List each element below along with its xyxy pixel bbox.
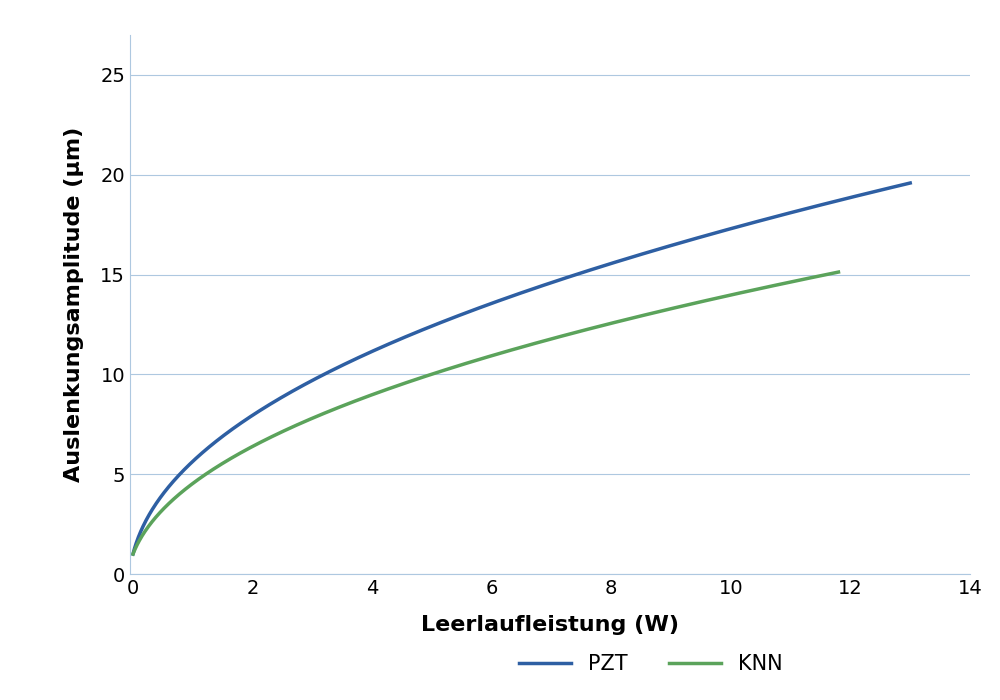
PZT [469, 305, 481, 314]
KNN [412, 374, 424, 383]
KNN [677, 302, 689, 310]
PZT [661, 243, 673, 251]
KNN [611, 318, 623, 326]
Y-axis label: Auslenkungsamplitude (µm): Auslenkungsamplitude (µm) [64, 127, 84, 482]
PZT [441, 316, 453, 324]
KNN [438, 366, 450, 375]
PZT [206, 440, 218, 449]
KNN [690, 299, 702, 307]
PZT [733, 222, 745, 230]
X-axis label: Leerlaufleistung (W): Leerlaufleistung (W) [421, 615, 679, 634]
KNN [832, 268, 844, 277]
Legend: PZT, KNN: PZT, KNN [511, 645, 791, 682]
KNN [199, 470, 211, 479]
PZT [904, 178, 916, 187]
Line: KNN: KNN [133, 272, 838, 554]
KNN [127, 550, 139, 558]
PZT [127, 550, 139, 558]
Line: PZT: PZT [133, 183, 910, 554]
PZT [747, 218, 759, 227]
